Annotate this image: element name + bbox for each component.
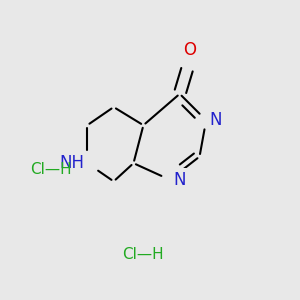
Text: N: N (209, 111, 222, 129)
Text: N: N (173, 171, 186, 189)
Text: Cl—H: Cl—H (123, 247, 164, 262)
Text: NH: NH (59, 154, 84, 172)
Text: O: O (183, 41, 196, 59)
Text: Cl—H: Cl—H (30, 162, 72, 177)
